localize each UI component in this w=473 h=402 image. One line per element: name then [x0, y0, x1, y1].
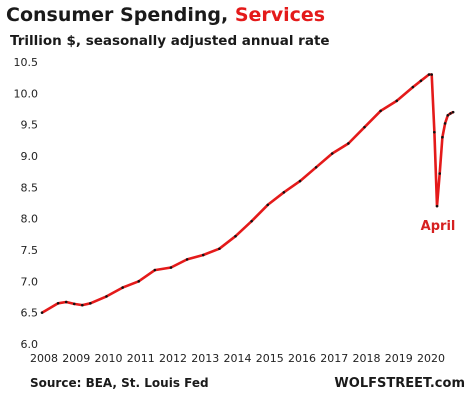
x-tick-label: 2010: [94, 352, 122, 365]
y-tick-label: 9.5: [21, 119, 39, 132]
data-point: [201, 253, 205, 257]
data-point: [395, 99, 399, 103]
annotation-label: April: [421, 219, 456, 234]
data-point: [153, 268, 157, 272]
x-axis: 2008 2009 2010 2011 2012 2013 2014 2015 2016 2017…: [30, 352, 445, 365]
series-layer: [40, 73, 455, 314]
data-point: [449, 112, 452, 115]
y-tick-label: 9.0: [21, 150, 39, 163]
chart-subtitle: Trillion $, seasonally adjusted annual r…: [10, 33, 330, 49]
data-point: [446, 113, 450, 117]
chart-title-main: Consumer Spending,: [6, 4, 229, 26]
x-tick-label: 2011: [127, 352, 155, 365]
data-point: [40, 311, 44, 314]
data-point: [218, 247, 221, 251]
x-tick-label: 2013: [191, 352, 219, 365]
x-tick-label: 2009: [62, 352, 90, 365]
x-tick-label: 2015: [256, 352, 284, 365]
data-point: [330, 152, 334, 155]
data-point: [121, 286, 124, 289]
y-tick-label: 7.0: [21, 275, 39, 288]
data-point: [441, 135, 444, 139]
x-tick-label: 2012: [159, 352, 187, 365]
x-tick-label: 2018: [352, 352, 380, 365]
y-tick-label: 6.0: [21, 338, 39, 351]
x-tick-label: 2016: [288, 352, 316, 365]
chart-title-highlight: Services: [234, 4, 326, 26]
brand-label: WOLFSTREET.com: [334, 376, 465, 391]
chart-title: Consumer Spending, Services: [6, 4, 325, 26]
y-tick-label: 10.0: [14, 87, 39, 100]
data-point: [250, 219, 253, 223]
x-tick-label: 2019: [385, 352, 413, 365]
data-point: [435, 204, 439, 208]
source-note: Source: BEA, St. Louis Fed: [30, 376, 209, 390]
y-tick-label: 6.5: [21, 307, 39, 320]
data-point: [427, 73, 431, 76]
y-tick-label: 8.0: [21, 213, 39, 226]
y-axis: 6.0 6.5 7.0 7.5 8.0 8.5 9.0 9.5 10.0 10.5: [14, 56, 39, 351]
data-point: [169, 266, 173, 269]
data-point: [137, 280, 141, 283]
data-point: [89, 301, 92, 305]
data-point: [347, 142, 350, 145]
annotation-layer: April: [421, 219, 456, 234]
data-point: [266, 203, 270, 207]
x-tick-label: 2017: [320, 352, 348, 365]
data-point: [430, 73, 433, 76]
data-point: [64, 300, 68, 304]
y-tick-label: 7.5: [21, 244, 39, 257]
data-point: [451, 110, 455, 114]
y-tick-label: 10.5: [14, 56, 39, 69]
data-point: [314, 165, 318, 169]
data-point: [185, 258, 189, 261]
series-line: [41, 73, 454, 314]
data-point: [298, 179, 302, 183]
data-point: [433, 130, 436, 134]
x-tick-label: 2020: [417, 352, 445, 365]
data-point: [379, 109, 382, 113]
data-point: [443, 122, 447, 125]
data-point: [411, 85, 415, 89]
x-tick-label: 2014: [223, 352, 251, 365]
data-point: [438, 172, 442, 175]
data-point: [282, 191, 286, 194]
y-tick-label: 8.5: [21, 181, 39, 194]
data-point: [81, 303, 84, 307]
x-tick-label: 2008: [30, 352, 58, 365]
data-point: [56, 301, 60, 305]
data-point: [72, 302, 76, 306]
data-point: [234, 234, 237, 238]
data-point: [363, 125, 366, 129]
data-point: [105, 295, 108, 298]
data-point: [419, 79, 423, 83]
